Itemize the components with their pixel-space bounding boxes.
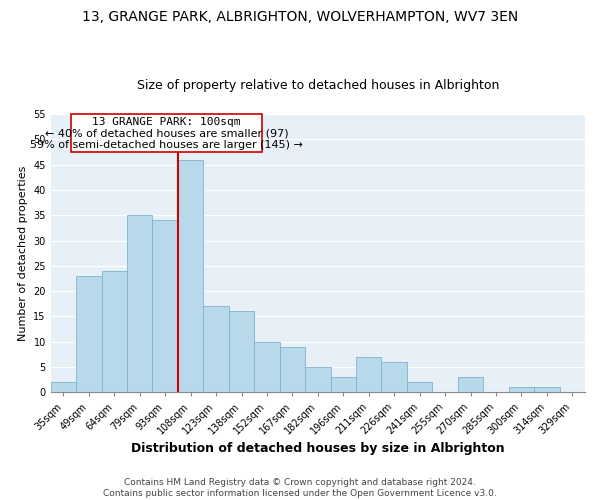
- Bar: [280, 347, 305, 393]
- Title: Size of property relative to detached houses in Albrighton: Size of property relative to detached ho…: [137, 79, 499, 92]
- Bar: [305, 367, 331, 392]
- X-axis label: Distribution of detached houses by size in Albrighton: Distribution of detached houses by size …: [131, 442, 505, 455]
- Bar: [50, 382, 76, 392]
- Bar: [509, 388, 534, 392]
- Bar: [331, 377, 356, 392]
- Bar: [254, 342, 280, 392]
- Bar: [203, 306, 229, 392]
- FancyBboxPatch shape: [71, 114, 262, 152]
- Bar: [534, 388, 560, 392]
- Bar: [356, 357, 382, 392]
- Text: ← 40% of detached houses are smaller (97): ← 40% of detached houses are smaller (97…: [44, 128, 288, 138]
- Bar: [229, 312, 254, 392]
- Text: 13 GRANGE PARK: 100sqm: 13 GRANGE PARK: 100sqm: [92, 117, 241, 127]
- Text: 13, GRANGE PARK, ALBRIGHTON, WOLVERHAMPTON, WV7 3EN: 13, GRANGE PARK, ALBRIGHTON, WOLVERHAMPT…: [82, 10, 518, 24]
- Bar: [407, 382, 433, 392]
- Bar: [76, 276, 101, 392]
- Text: 59% of semi-detached houses are larger (145) →: 59% of semi-detached houses are larger (…: [30, 140, 303, 150]
- Text: Contains HM Land Registry data © Crown copyright and database right 2024.
Contai: Contains HM Land Registry data © Crown c…: [103, 478, 497, 498]
- Bar: [382, 362, 407, 392]
- Bar: [127, 215, 152, 392]
- Bar: [101, 271, 127, 392]
- Bar: [178, 160, 203, 392]
- Bar: [152, 220, 178, 392]
- Bar: [458, 377, 483, 392]
- Y-axis label: Number of detached properties: Number of detached properties: [18, 166, 28, 341]
